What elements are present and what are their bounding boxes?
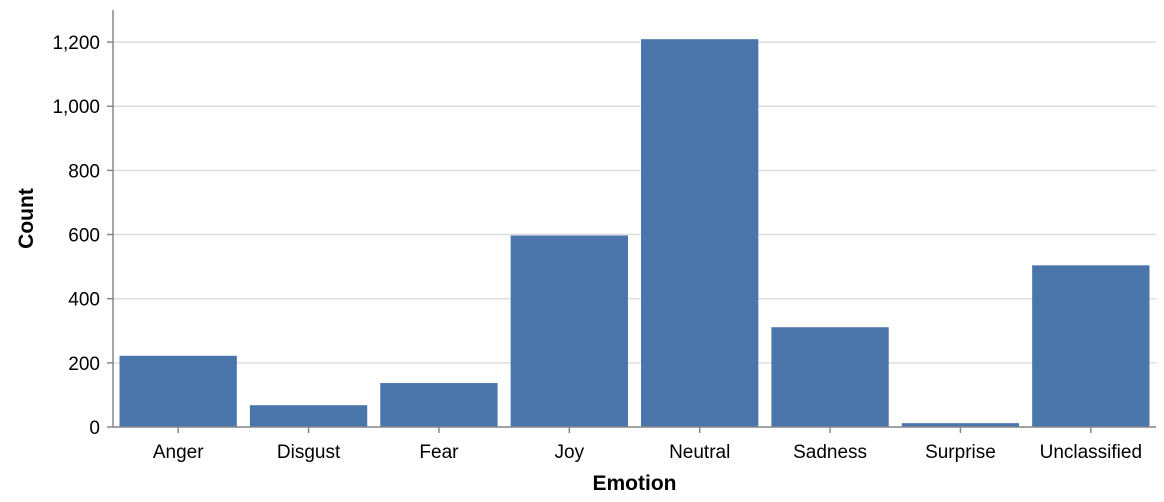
- y-tick-label: 400: [68, 290, 100, 311]
- x-tick-label: Surprise: [925, 442, 996, 463]
- y-tick-label: 1,000: [52, 97, 100, 118]
- bars: [119, 39, 1150, 427]
- bar-sadness: [771, 327, 889, 427]
- bar-anger: [119, 355, 237, 427]
- bar-joy: [510, 235, 628, 427]
- tick-labels: 0 200 400 600 800 1,000 1,200 Anger Disgust Fear J…: [52, 33, 1142, 463]
- x-tick-label: Neutral: [669, 442, 730, 463]
- y-tick-label: 200: [68, 354, 100, 375]
- bar-unclassified: [1032, 265, 1150, 427]
- y-tick-label: 0: [89, 418, 100, 439]
- x-tick-label: Anger: [153, 442, 204, 463]
- axes: [107, 10, 1156, 433]
- x-tick-label: Sadness: [793, 442, 867, 463]
- bar-fear: [380, 383, 498, 427]
- x-tick-label: Unclassified: [1040, 442, 1142, 463]
- y-tick-label: 800: [68, 161, 100, 182]
- y-axis-title: Count: [15, 188, 38, 249]
- x-tick-label: Fear: [419, 442, 459, 463]
- bar-disgust: [249, 405, 368, 427]
- x-tick-label: Disgust: [277, 442, 341, 463]
- bar-neutral: [641, 39, 759, 427]
- gridlines: [113, 41, 1156, 428]
- x-axis-title: Emotion: [593, 472, 677, 495]
- y-tick-label: 1,200: [52, 33, 100, 54]
- x-tick-label: Joy: [555, 442, 585, 463]
- y-tick-label: 600: [68, 226, 100, 247]
- bar-surprise: [901, 423, 1020, 427]
